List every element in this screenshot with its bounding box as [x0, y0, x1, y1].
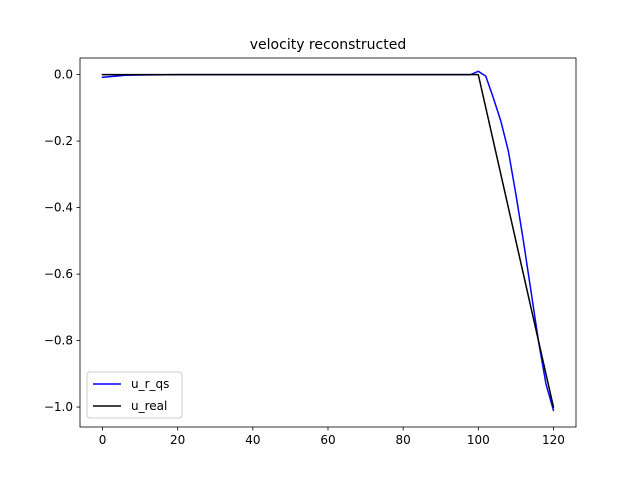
x-tick-label: 120 [542, 433, 565, 447]
legend-label-u-r-qs: u_r_qs [131, 377, 169, 391]
plot-area [80, 58, 576, 427]
x-tick-label: 0 [99, 433, 107, 447]
x-tick-label: 60 [320, 433, 335, 447]
series-layer [101, 70, 555, 412]
y-tick-label: −1.0 [44, 400, 73, 414]
legend-label-u-real: u_real [131, 399, 167, 413]
axes-frame [79, 57, 577, 428]
series-line-u-real [101, 73, 555, 408]
chart-title: velocity reconstructed [250, 37, 406, 53]
x-axis-ticks: 0 20 40 60 80 100 120 [99, 427, 565, 447]
y-tick-label: 0.0 [54, 68, 73, 82]
x-tick-label: 40 [245, 433, 260, 447]
x-tick-label: 20 [170, 433, 185, 447]
x-tick-label: 100 [467, 433, 490, 447]
y-tick-label: −0.6 [44, 267, 73, 281]
y-tick-label: −0.4 [44, 201, 73, 215]
x-tick-label: 80 [396, 433, 411, 447]
legend: u_r_qs u_real [86, 371, 183, 419]
y-tick-label: −0.2 [44, 134, 73, 148]
y-tick-label: −0.8 [44, 334, 73, 348]
y-axis-ticks: 0.0 −0.2 −0.4 −0.6 −0.8 −1.0 [44, 68, 80, 414]
